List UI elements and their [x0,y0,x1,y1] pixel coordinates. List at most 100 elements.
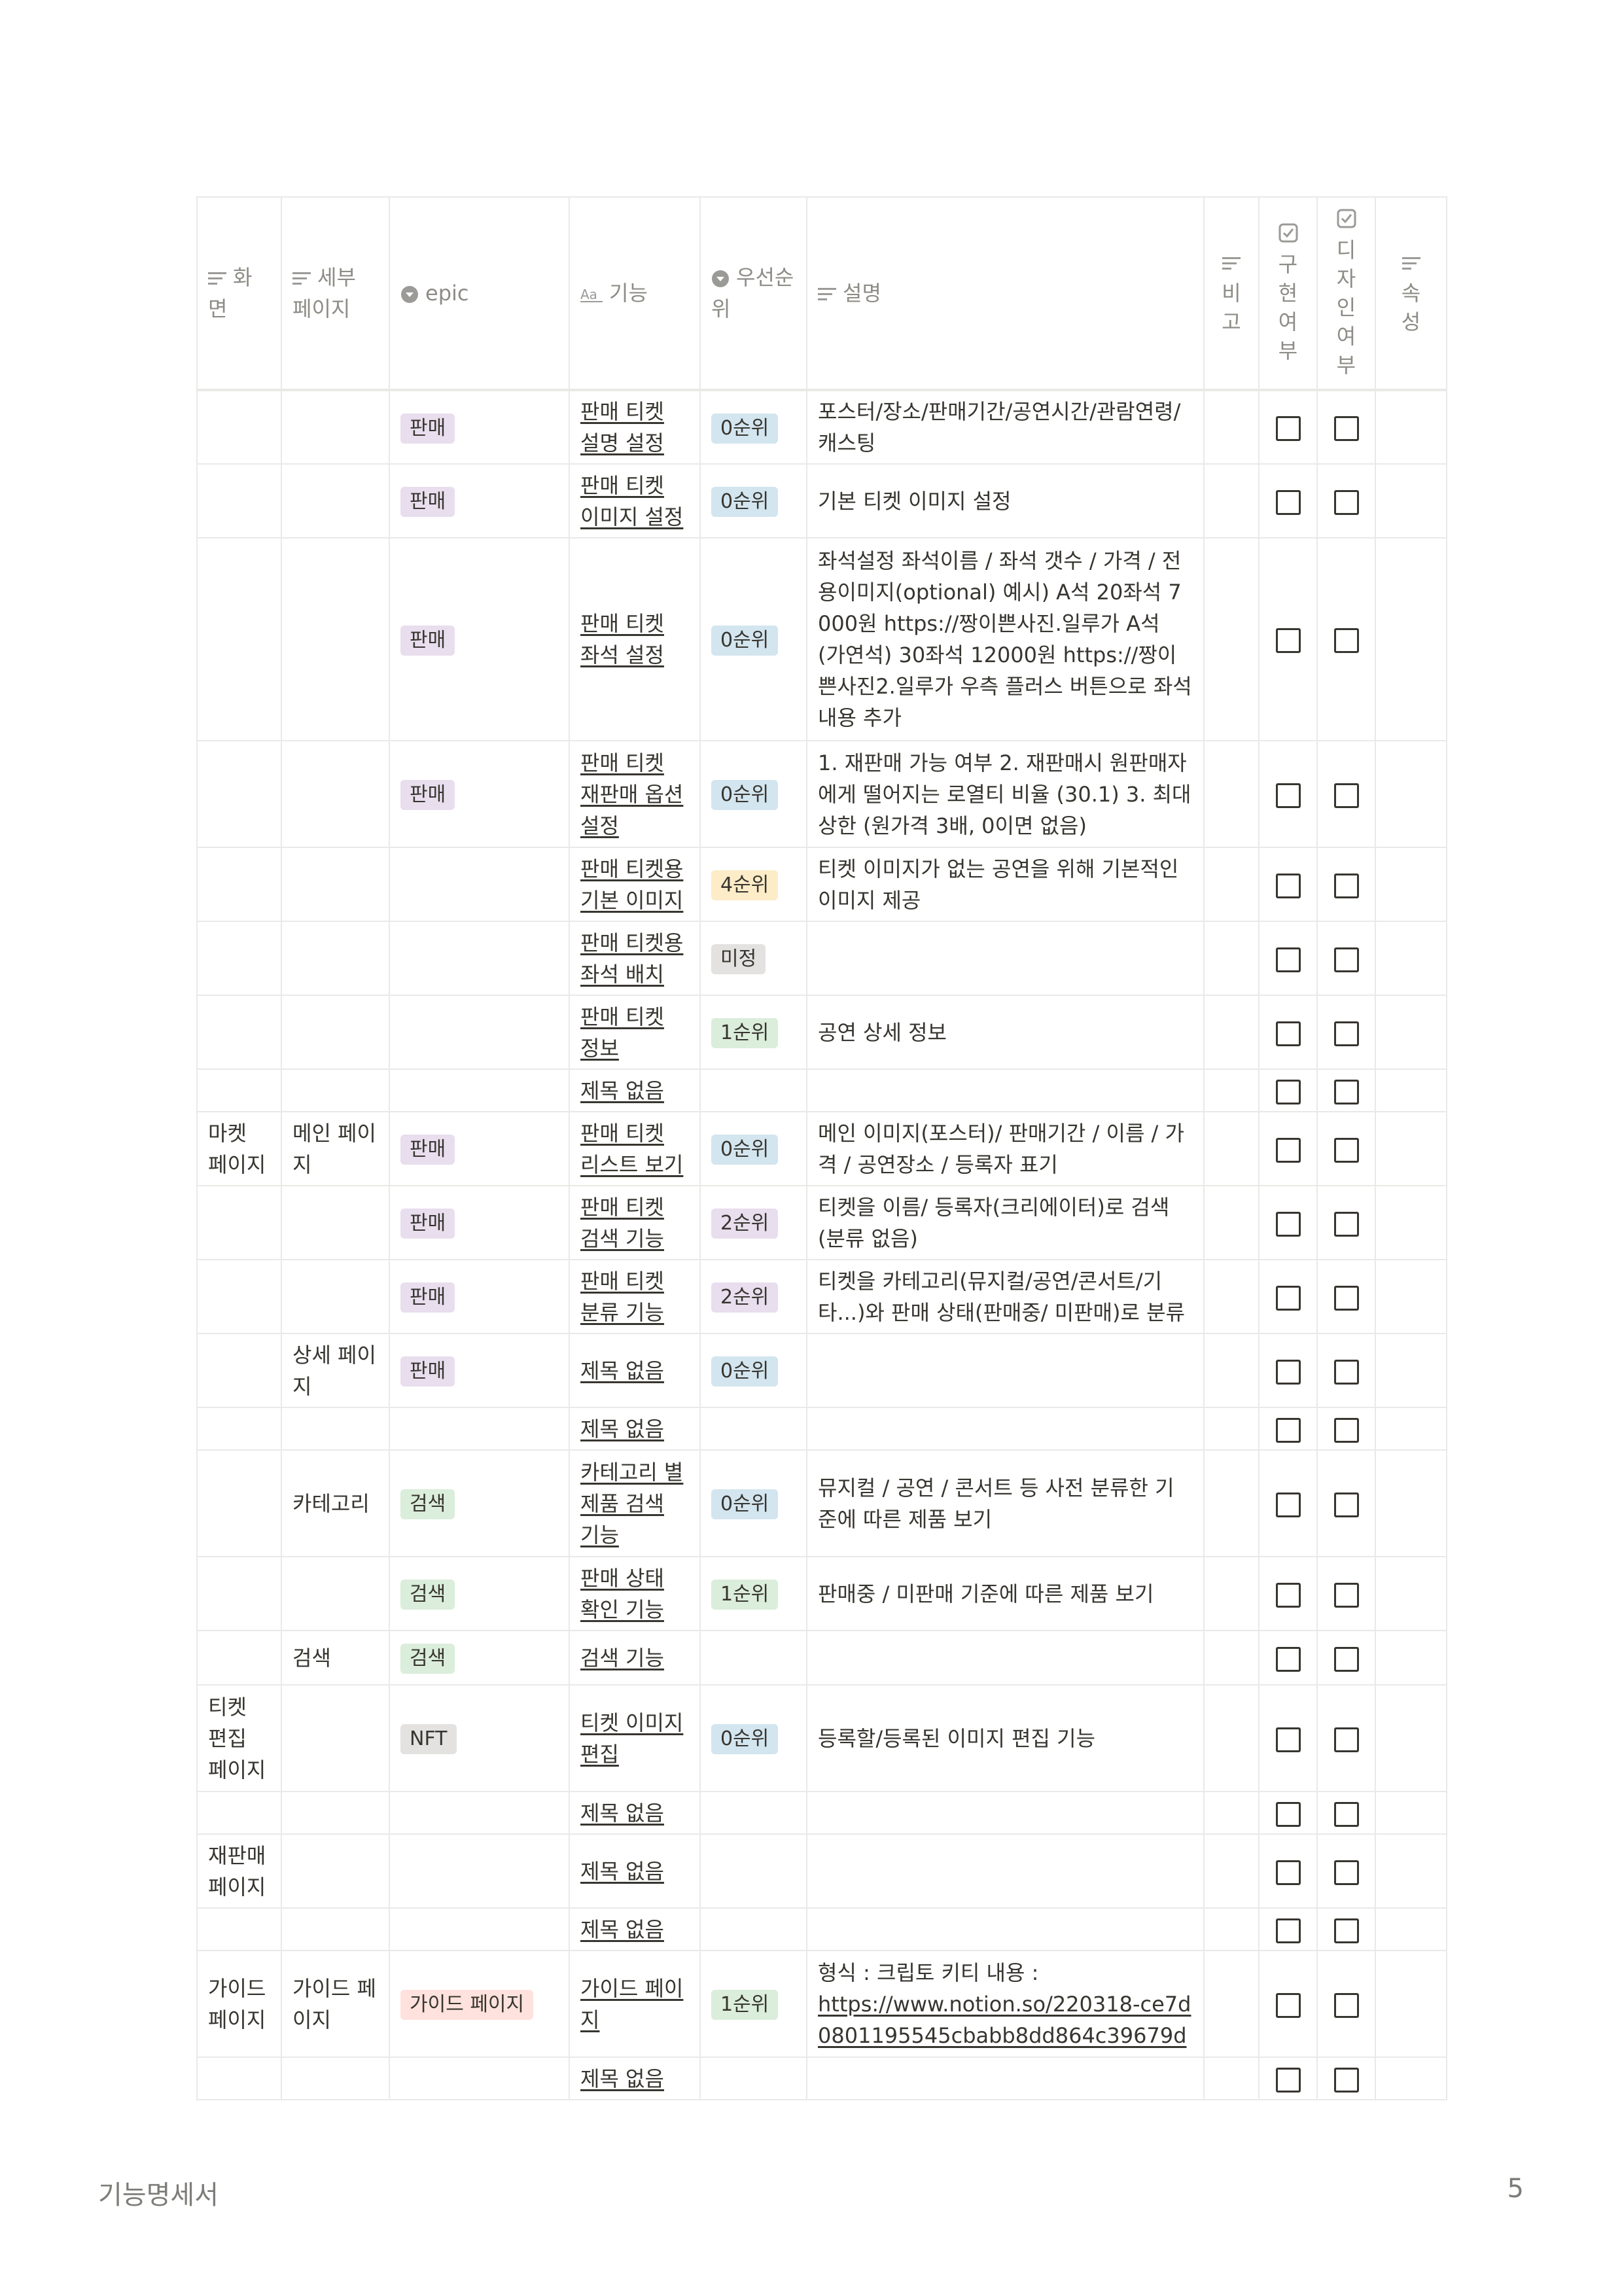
cell-feature-text[interactable]: 제목 없음 [580,1358,664,1383]
design-checkbox[interactable] [1333,1860,1359,1885]
cell-screen[interactable]: 가이드 페이지 [196,1951,282,2058]
cell-desc[interactable] [807,1834,1205,1909]
cell-feature[interactable]: 가이드 페이지 [569,1951,701,2058]
cell-priority[interactable] [700,1407,807,1451]
cell-subpage[interactable] [281,995,390,1070]
cell-screen[interactable] [196,1557,282,1631]
design-checkbox[interactable] [1333,1992,1359,2018]
cell-priority[interactable]: 1순위 [700,1951,807,2058]
col-design[interactable]: 디자인여부 [1317,196,1376,391]
cell-epic[interactable] [389,2057,570,2100]
implemented-checkbox[interactable] [1275,1801,1301,1827]
cell-priority[interactable]: 0순위 [700,1333,807,1408]
cell-feature[interactable]: 제목 없음 [569,1908,701,1951]
cell-priority[interactable]: 0순위 [700,1450,807,1557]
cell-priority[interactable]: 0순위 [700,390,807,465]
cell-note[interactable] [1204,1834,1260,1909]
design-checkbox[interactable] [1333,1492,1359,1517]
implemented-checkbox[interactable] [1275,2067,1301,2093]
cell-note[interactable] [1204,1112,1260,1186]
cell-epic[interactable] [389,1908,570,1951]
cell-epic[interactable]: 판매 [389,390,570,465]
cell-attr[interactable] [1375,995,1447,1070]
cell-note[interactable] [1204,1186,1260,1260]
cell-desc[interactable]: 티켓을 카테고리(뮤지컬/공연/콘서트/기타...)와 판매 상태(판매중/ 미… [807,1260,1205,1334]
cell-epic[interactable] [389,847,570,922]
cell-feature-text[interactable]: 가이드 페이지 [580,1975,684,2032]
cell-priority[interactable]: 0순위 [700,538,807,741]
cell-subpage[interactable] [281,1834,390,1909]
cell-epic[interactable]: 판매 [389,1186,570,1260]
design-checkbox[interactable] [1333,628,1359,653]
cell-desc[interactable] [807,1792,1205,1835]
design-checkbox[interactable] [1333,1137,1359,1163]
implemented-checkbox[interactable] [1275,947,1301,972]
cell-epic[interactable]: 판매 [389,1260,570,1334]
col-implemented[interactable]: 구현여부 [1259,196,1318,391]
cell-attr[interactable] [1375,1260,1447,1334]
cell-subpage[interactable]: 카테고리 [281,1450,390,1557]
cell-priority[interactable]: 0순위 [700,1685,807,1792]
cell-desc[interactable] [807,2057,1205,2100]
cell-screen[interactable]: 마켓 페이지 [196,1112,282,1186]
cell-feature-text[interactable]: 판매 티켓 이미지 설정 [580,472,684,529]
cell-attr[interactable] [1375,741,1447,848]
cell-feature[interactable]: 제목 없음 [569,1792,701,1835]
cell-subpage[interactable] [281,390,390,465]
cell-priority[interactable]: 0순위 [700,464,807,539]
design-checkbox[interactable] [1333,1582,1359,1608]
design-checkbox[interactable] [1333,1417,1359,1443]
cell-feature-text[interactable]: 판매 상태 확인 기능 [580,1565,664,1622]
cell-feature[interactable]: 판매 티켓 분류 기능 [569,1260,701,1334]
cell-desc[interactable]: 공연 상세 정보 [807,995,1205,1070]
cell-epic[interactable] [389,1834,570,1909]
cell-note[interactable] [1204,995,1260,1070]
cell-feature[interactable]: 판매 티켓 좌석 설정 [569,538,701,741]
cell-desc[interactable]: 기본 티켓 이미지 설정 [807,464,1205,539]
design-checkbox[interactable] [1333,1211,1359,1237]
cell-priority[interactable]: 0순위 [700,1112,807,1186]
cell-desc[interactable]: 티켓을 이름/ 등록자(크리에이터)로 검색 (분류 없음) [807,1186,1205,1260]
cell-screen[interactable] [196,1333,282,1408]
cell-note[interactable] [1204,1333,1260,1408]
cell-feature-text[interactable]: 판매 티켓용 기본 이미지 [580,856,684,913]
design-checkbox[interactable] [1333,1646,1359,1672]
cell-screen[interactable] [196,1631,282,1686]
implemented-checkbox[interactable] [1275,1492,1301,1517]
implemented-checkbox[interactable] [1275,1727,1301,1752]
design-checkbox[interactable] [1333,489,1359,515]
cell-feature[interactable]: 제목 없음 [569,1407,701,1451]
cell-epic[interactable]: 검색 [389,1450,570,1557]
cell-priority[interactable]: 4순위 [700,847,807,922]
implemented-checkbox[interactable] [1275,416,1301,441]
cell-desc[interactable]: 티켓 이미지가 없는 공연을 위해 기본적인 이미지 제공 [807,847,1205,922]
cell-epic[interactable] [389,1069,570,1112]
col-desc[interactable]: 설명 [807,196,1205,391]
cell-note[interactable] [1204,1450,1260,1557]
design-checkbox[interactable] [1333,873,1359,898]
cell-screen[interactable] [196,995,282,1070]
col-feature[interactable]: Aa 기능 [569,196,701,391]
cell-attr[interactable] [1375,1951,1447,2058]
cell-feature[interactable]: 판매 티켓용 좌석 배치 [569,921,701,996]
cell-feature[interactable]: 카테고리 별 제품 검색 기능 [569,1450,701,1557]
cell-subpage[interactable] [281,1908,390,1951]
cell-epic[interactable]: 판매 [389,741,570,848]
implemented-checkbox[interactable] [1275,1021,1301,1046]
cell-feature[interactable]: 판매 상태 확인 기능 [569,1557,701,1631]
cell-subpage[interactable] [281,847,390,922]
cell-screen[interactable] [196,1450,282,1557]
col-epic[interactable]: epic [389,196,570,391]
cell-feature-text[interactable]: 판매 티켓 검색 기능 [580,1194,664,1251]
cell-epic[interactable] [389,921,570,996]
cell-feature-text[interactable]: 판매 티켓용 좌석 배치 [580,930,684,987]
cell-epic[interactable]: 판매 [389,538,570,741]
cell-attr[interactable] [1375,464,1447,539]
implemented-checkbox[interactable] [1275,489,1301,515]
cell-feature-text[interactable]: 판매 티켓 좌석 설정 [580,611,664,667]
cell-note[interactable] [1204,1685,1260,1792]
cell-note[interactable] [1204,464,1260,539]
cell-epic[interactable]: 검색 [389,1557,570,1631]
cell-desc[interactable]: 좌석설정 좌석이름 / 좌석 갯수 / 가격 / 전용이미지(optional)… [807,538,1205,741]
implemented-checkbox[interactable] [1275,1359,1301,1385]
